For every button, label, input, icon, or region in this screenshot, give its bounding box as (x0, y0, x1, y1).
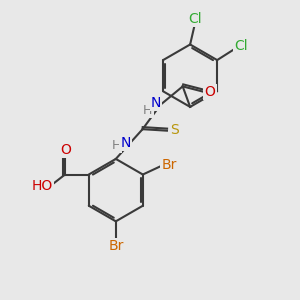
Text: S: S (170, 123, 179, 137)
Text: Br: Br (161, 158, 177, 172)
Text: H: H (143, 104, 153, 117)
Text: N: N (120, 136, 131, 150)
Text: HO: HO (32, 179, 53, 194)
Text: Br: Br (108, 239, 124, 253)
Text: O: O (205, 85, 215, 99)
Text: H: H (112, 139, 122, 152)
Text: Cl: Cl (188, 12, 202, 26)
Text: N: N (151, 96, 161, 110)
Text: O: O (60, 142, 71, 157)
Text: Cl: Cl (234, 39, 248, 53)
